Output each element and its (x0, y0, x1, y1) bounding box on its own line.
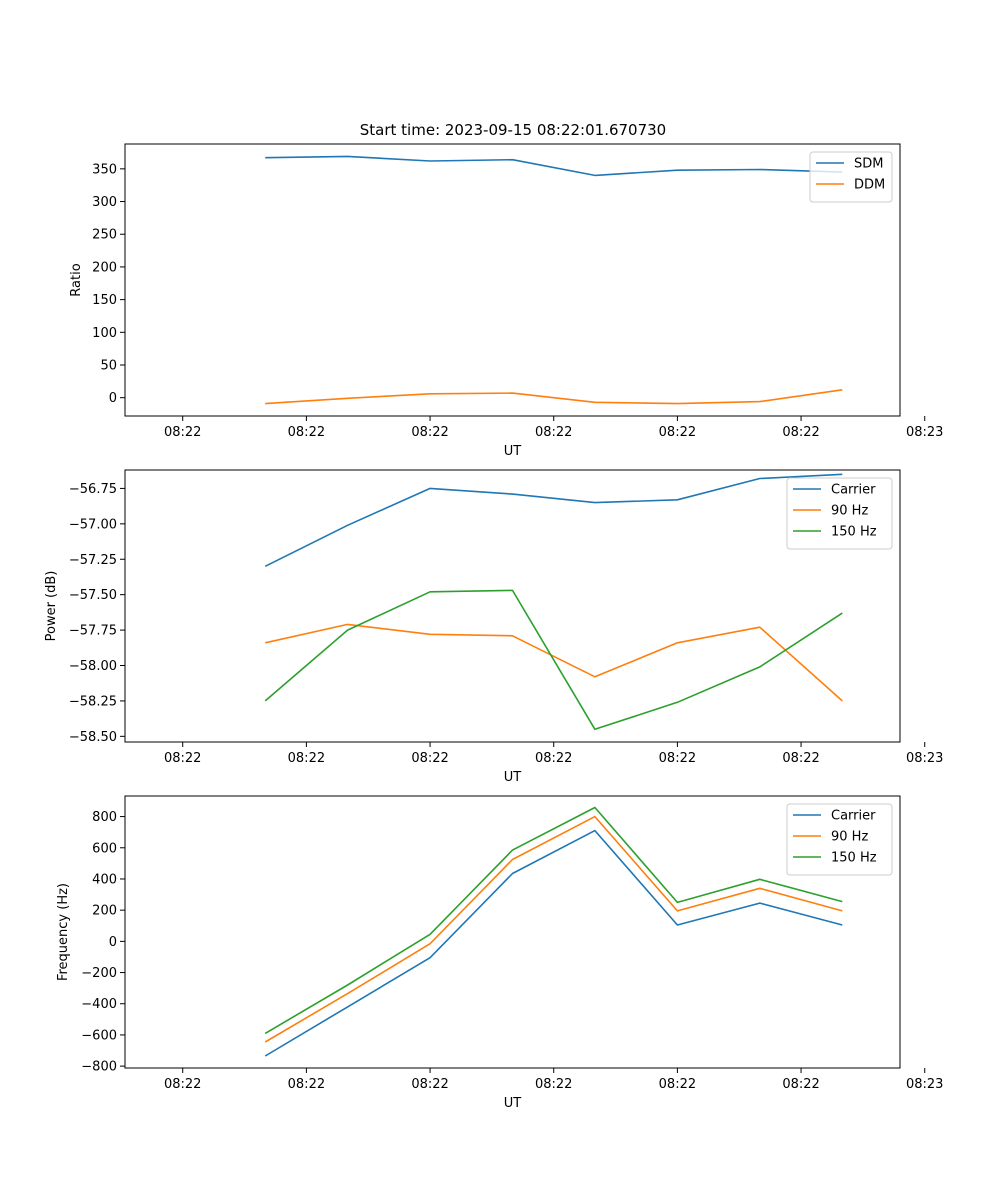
y-tick-label: 250 (92, 228, 117, 243)
y-tick-label: 800 (92, 810, 117, 825)
y-axis-label: Ratio (69, 263, 84, 296)
x-tick-label: 08:23 (906, 1077, 943, 1092)
chart-panel-1: 08:22 08:22 08:22 08:22 08:22 08:22 08:23 0 50 10… (69, 143, 943, 459)
x-axis-label: UT (504, 444, 522, 459)
y-tick-label: 350 (92, 162, 117, 177)
x-tick-label: 08:22 (288, 751, 325, 766)
y-axis-label: Power (dB) (44, 571, 59, 642)
x-tick-label: 08:22 (164, 425, 201, 440)
x-tick-label: 08:22 (164, 1077, 201, 1092)
x-tick-label: 08:22 (659, 1077, 696, 1092)
series-line-carrier (264, 473, 843, 568)
y-tick-label: 0 (109, 935, 117, 950)
y-tick-label: −57.25 (69, 553, 117, 568)
x-tick-label: 08:22 (535, 751, 572, 766)
x-tick-label: 08:22 (782, 1077, 819, 1092)
x-tick-label: 08:22 (535, 425, 572, 440)
legend-entry: 90 Hz (831, 504, 868, 519)
x-tick-label: 08:22 (411, 425, 448, 440)
y-tick-label: 50 (100, 359, 117, 374)
x-tick-label: 08:22 (164, 751, 201, 766)
x-tick-label: 08:22 (411, 1077, 448, 1092)
legend-entry: DDM (854, 178, 885, 193)
legend-entry: Carrier (831, 809, 876, 824)
y-axis-label: Frequency (Hz) (56, 883, 71, 981)
y-tick-label: −800 (81, 1060, 117, 1075)
chart-panel-2: 08:22 08:22 08:22 08:22 08:22 08:22 08:23 −58.5… (44, 469, 943, 785)
series-line-150-hz (264, 806, 843, 1035)
series-line-90-hz (264, 815, 843, 1043)
legend-entry: 90 Hz (831, 830, 868, 845)
x-tick-label: 08:22 (535, 1077, 572, 1092)
legend-entry: 150 Hz (831, 525, 877, 540)
x-tick-label: 08:22 (288, 1077, 325, 1092)
y-tick-label: 300 (92, 195, 117, 210)
plot-area-3 (124, 795, 901, 1069)
series-line-carrier (264, 829, 843, 1057)
x-tick-label: 08:22 (782, 751, 819, 766)
y-tick-label: −400 (81, 997, 117, 1012)
x-tick-label: 08:22 (411, 751, 448, 766)
y-tick-label: 200 (92, 904, 117, 919)
series-line-150-hz (264, 589, 843, 731)
legend: SDM DDM (809, 151, 893, 203)
y-tick-label: −57.00 (69, 517, 117, 532)
series-line-ddm (265, 389, 843, 405)
x-tick-label: 08:23 (906, 425, 943, 440)
plot-area-1 (124, 143, 901, 417)
x-axis-label: UT (504, 770, 522, 785)
legend-entry: SDM (854, 157, 883, 172)
plot-area-2 (124, 469, 901, 743)
y-tick-label: −58.50 (69, 730, 117, 745)
series-line-90-hz (265, 623, 843, 702)
y-tick-label: −57.75 (69, 624, 117, 639)
y-tick-label: 100 (92, 326, 117, 341)
y-tick-label: −56.75 (69, 482, 117, 497)
legend-entry: 150 Hz (831, 851, 877, 866)
y-tick-label: 400 (92, 872, 117, 887)
legend: Carrier 90 Hz 150 Hz (786, 803, 893, 876)
series-line-sdm (265, 155, 843, 177)
legend-entry: Carrier (831, 483, 876, 498)
y-tick-label: 200 (92, 260, 117, 275)
y-tick-label: 0 (109, 391, 117, 406)
chart-panel-3: 08:22 08:22 08:22 08:22 08:22 08:22 08:23 −800 −… (56, 795, 943, 1111)
x-tick-label: 08:22 (659, 425, 696, 440)
y-tick-label: −58.25 (69, 694, 117, 709)
chart-title: Start time: 2023-09-15 08:22:01.670730 (360, 121, 666, 139)
x-tick-label: 08:22 (288, 425, 325, 440)
y-tick-label: −57.50 (69, 588, 117, 603)
y-tick-label: −600 (81, 1028, 117, 1043)
x-tick-label: 08:23 (906, 751, 943, 766)
x-tick-label: 08:22 (782, 425, 819, 440)
x-axis-label: UT (504, 1096, 522, 1111)
y-tick-label: 600 (92, 841, 117, 856)
x-tick-label: 08:22 (659, 751, 696, 766)
y-tick-label: −200 (81, 966, 117, 981)
y-tick-label: −58.00 (69, 659, 117, 674)
legend: Carrier 90 Hz 150 Hz (786, 477, 893, 550)
legend-box (809, 151, 893, 203)
y-tick-label: 150 (92, 293, 117, 308)
